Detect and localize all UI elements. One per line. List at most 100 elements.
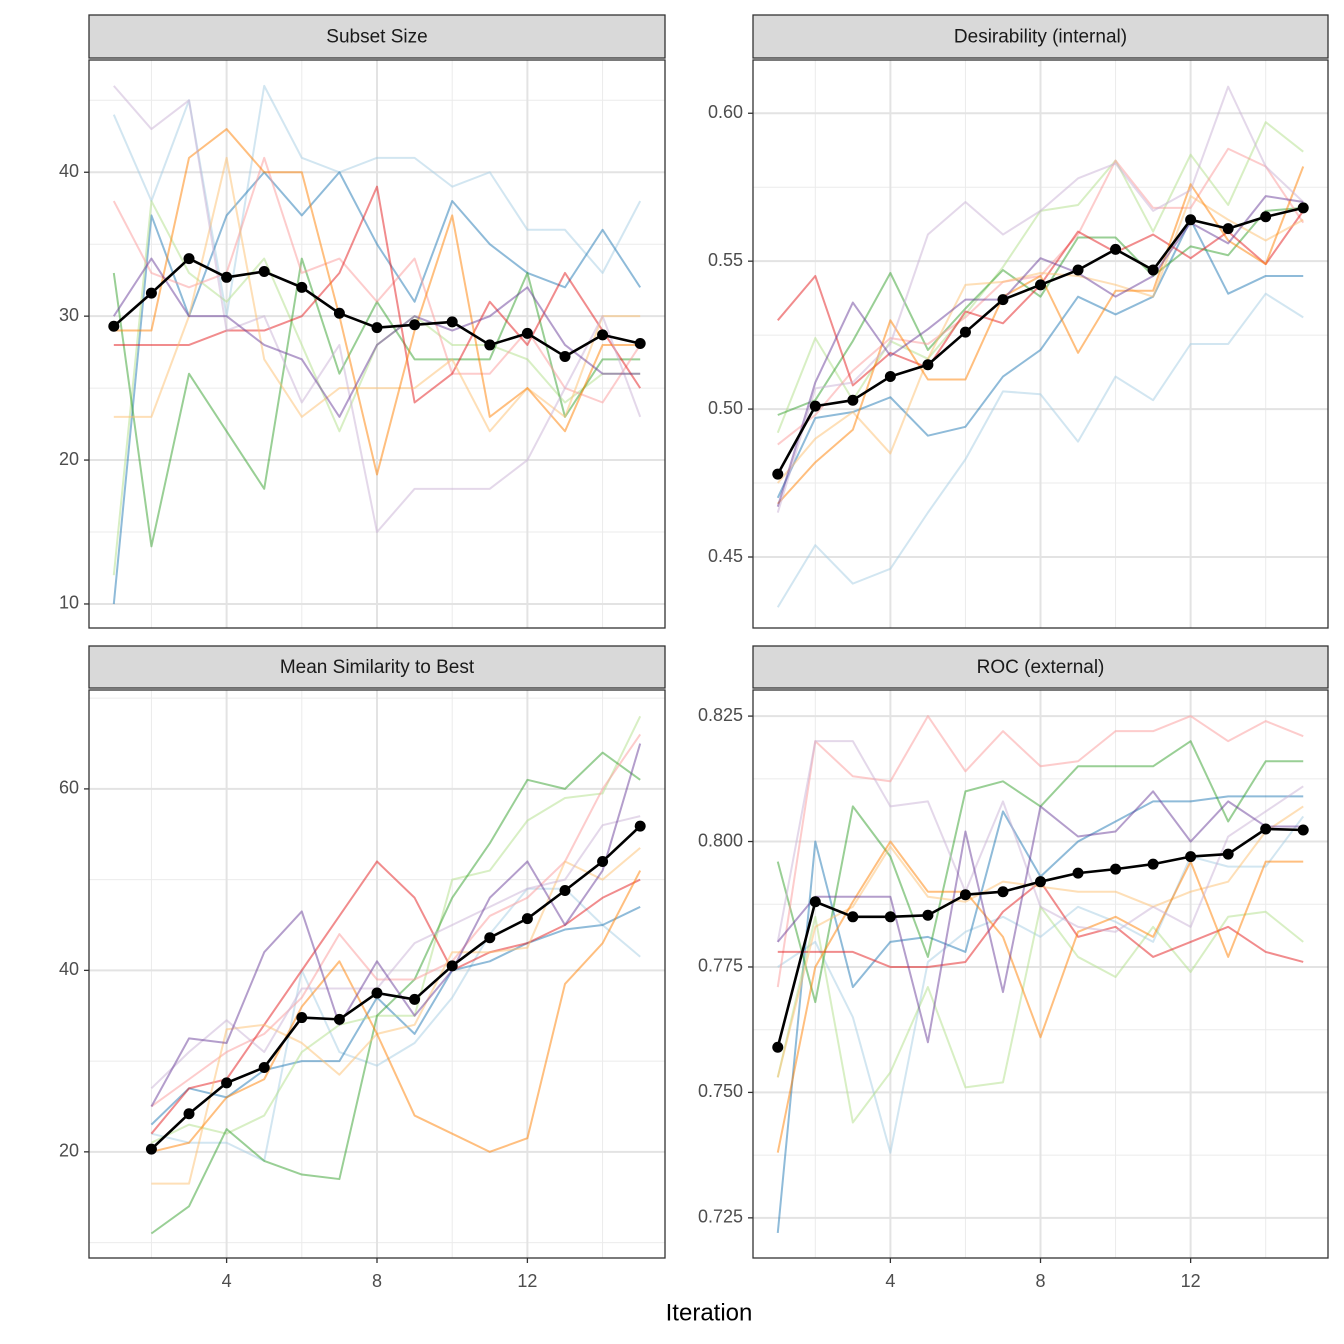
series-point <box>183 253 195 265</box>
series-line <box>776 715 1304 988</box>
series-point <box>333 307 345 319</box>
series-line <box>776 195 1304 507</box>
strip-title: ROC (external) <box>977 657 1105 678</box>
series-point <box>409 319 421 331</box>
series-point <box>371 322 383 334</box>
series-point <box>409 993 421 1005</box>
series-point <box>772 468 784 480</box>
series-line <box>777 195 1304 484</box>
series-line <box>150 733 642 1108</box>
series-line <box>777 815 1305 1154</box>
series-line <box>776 85 1304 513</box>
series-point <box>371 987 383 999</box>
series-line <box>150 715 642 1144</box>
series-line <box>150 825 642 1151</box>
y-tick-label: 60 <box>59 778 79 798</box>
series-point <box>258 266 270 278</box>
series-point <box>108 320 120 332</box>
series-line <box>776 740 1304 943</box>
x-tick-label: 8 <box>1035 1271 1045 1291</box>
series-point <box>1222 848 1234 860</box>
series-point <box>959 326 971 338</box>
series-point <box>296 281 308 293</box>
panel: Desirability (internal) 0.45 0.50 0.55 0.60 <box>708 14 1329 629</box>
series-point <box>296 1012 308 1024</box>
panel: Mean Similarity to Best 20 40 60 4 8 12 <box>59 645 666 1291</box>
series-point <box>884 911 896 923</box>
x-tick-label: 12 <box>1181 1271 1201 1291</box>
y-tick-label: 40 <box>59 959 79 979</box>
series-line <box>151 887 641 1162</box>
panel: ROC (external) 0.725 0.750 0.775 0.800 0.825 4… <box>698 645 1329 1291</box>
y-tick-label: 0.800 <box>698 830 743 850</box>
series-point <box>145 1143 157 1155</box>
series-point <box>559 885 571 897</box>
x-tick-label: 4 <box>885 1271 895 1291</box>
series-line <box>776 218 1304 499</box>
strip <box>752 14 1329 59</box>
x-tick-label: 4 <box>222 1271 232 1291</box>
series-point <box>258 1061 270 1073</box>
series-point <box>809 400 821 412</box>
y-tick-label: 20 <box>59 449 79 469</box>
series-line <box>113 85 642 534</box>
y-tick-label: 40 <box>59 161 79 181</box>
series-line <box>151 870 642 1153</box>
series-line <box>150 751 641 1235</box>
series-point <box>145 287 157 299</box>
series-point <box>1185 214 1197 226</box>
series-point <box>1297 202 1309 214</box>
series-point <box>922 359 934 371</box>
series-line <box>777 206 1304 416</box>
panel-border <box>88 689 666 1259</box>
series-point <box>884 371 896 383</box>
series-line <box>113 128 641 476</box>
series-line <box>777 790 1304 1044</box>
y-tick-label: 30 <box>59 305 79 325</box>
series-point <box>847 394 859 406</box>
series-line <box>113 185 642 404</box>
y-tick-label: 10 <box>59 593 79 613</box>
x-tick-label: 12 <box>517 1271 537 1291</box>
series-point <box>1260 211 1272 223</box>
strip-title: Subset Size <box>326 27 427 48</box>
y-tick-label: 0.775 <box>698 956 743 976</box>
series-point <box>221 271 233 283</box>
series-point <box>997 886 1009 898</box>
series-point <box>809 896 821 908</box>
y-tick-label: 20 <box>59 1141 79 1161</box>
series-point <box>484 932 496 944</box>
strip <box>88 14 666 59</box>
series-point <box>1222 223 1234 235</box>
series-point <box>1110 863 1122 875</box>
x-axis-title: Iteration <box>666 1299 753 1326</box>
series-point <box>1260 823 1272 835</box>
series-line <box>112 257 641 418</box>
panel-border <box>88 59 666 629</box>
series-point <box>559 350 571 362</box>
series-point <box>484 339 496 351</box>
series-point <box>597 329 609 341</box>
series-point <box>446 316 458 328</box>
strip-title: Mean Similarity to Best <box>280 657 475 678</box>
series-point <box>446 960 458 972</box>
series-point <box>634 337 646 349</box>
y-tick-label: 0.45 <box>708 546 743 566</box>
series-point <box>1147 264 1159 276</box>
series-point <box>959 889 971 901</box>
series-point <box>1035 279 1046 291</box>
y-tick-label: 0.725 <box>698 1207 743 1227</box>
y-tick-label: 0.60 <box>708 102 743 122</box>
series-point <box>922 909 934 921</box>
series-point <box>772 1041 784 1053</box>
y-tick-label: 0.825 <box>698 705 743 725</box>
series-point <box>634 820 646 832</box>
series-point <box>521 913 533 925</box>
series-point <box>1297 824 1309 836</box>
series-line <box>112 156 642 404</box>
strip-title: Desirability (internal) <box>954 27 1127 48</box>
series-line <box>150 743 642 1107</box>
series-point <box>1072 264 1084 276</box>
y-tick-label: 0.750 <box>698 1081 743 1101</box>
